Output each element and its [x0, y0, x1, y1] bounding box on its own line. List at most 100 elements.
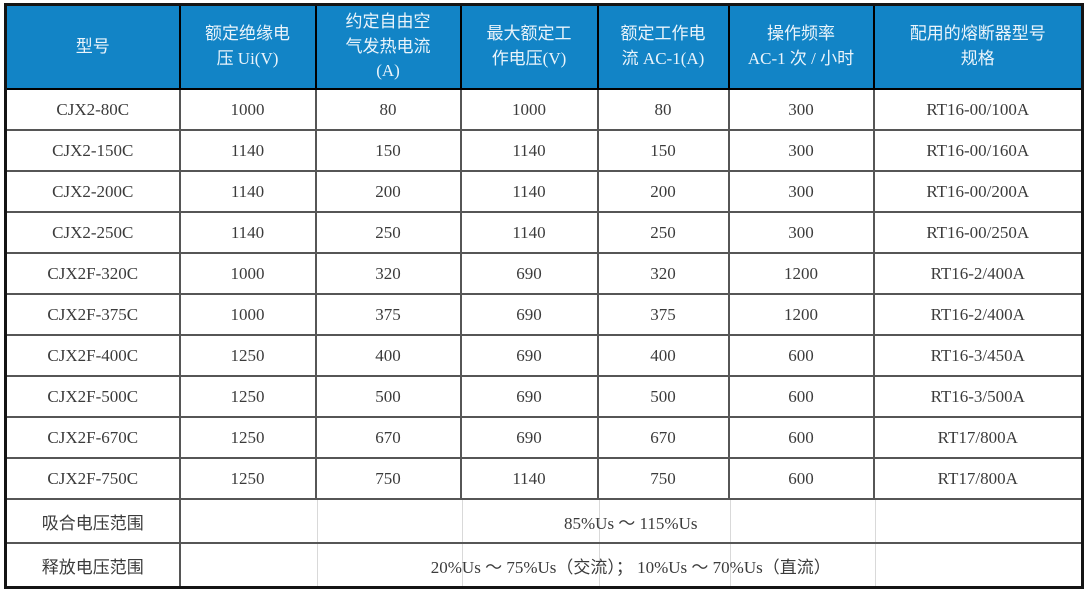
pickup-voltage-range-text: 85%Us ～ 115%Us	[564, 513, 698, 533]
max-rated-working-voltage-cell: 1140	[459, 170, 599, 213]
rated-insulation-voltage-cell: 1140	[178, 129, 317, 172]
conventional-free-air-thermal-current-cell: 750	[314, 457, 462, 500]
faint-gridline	[461, 501, 463, 541]
max-rated-working-voltage-cell: 1140	[459, 129, 599, 172]
rated-insulation-voltage-cell: 1250	[178, 416, 317, 459]
faint-gridline	[316, 501, 318, 541]
conventional-free-air-thermal-current-cell: 500	[314, 375, 462, 418]
rated-insulation-voltage-cell: 1140	[178, 170, 317, 213]
operating-frequency-cell: 600	[727, 457, 875, 500]
operating-frequency-cell: 300	[727, 88, 875, 131]
faint-gridline	[316, 544, 318, 586]
matching-fuse-spec-cell: RT16-3/450A	[872, 334, 1084, 377]
operating-frequency-cell: 1200	[727, 293, 875, 336]
matching-fuse-spec-cell: RT17/800A	[872, 416, 1084, 459]
faint-gridline	[598, 501, 600, 541]
max-rated-working-voltage-cell: 690	[459, 375, 599, 418]
rated-insulation-voltage-cell: 1250	[178, 457, 317, 500]
model-cell: CJX2-200C	[4, 170, 181, 213]
matching-fuse-spec-cell: RT16-2/400A	[872, 252, 1084, 295]
conventional-free-air-thermal-current-cell: 670	[314, 416, 462, 459]
table-row: CJX2-80C 1000 80 1000 80 300 RT16-00/100A	[4, 88, 1084, 131]
pickup-voltage-range-row: 吸合电压范围 85%Us ～ 115%Us	[4, 498, 1084, 544]
operating-frequency-cell: 300	[727, 170, 875, 213]
rated-insulation-voltage-cell: 1000	[178, 88, 317, 131]
table-row: CJX2F-670C 1250 670 690 670 600 RT17/800A	[4, 416, 1084, 459]
model-cell: CJX2F-670C	[4, 416, 181, 459]
matching-fuse-spec-cell: RT16-2/400A	[872, 293, 1084, 336]
rated-working-current-ac1-cell: 200	[596, 170, 730, 213]
header-row: 型号 额定绝缘电 压 Ui(V) 约定自由空 气发热电流 (A) 最大额定工 作…	[4, 3, 1084, 90]
model-cell: CJX2F-375C	[4, 293, 181, 336]
rated-working-current-ac1-cell: 500	[596, 375, 730, 418]
matching-fuse-spec-cell: RT16-00/250A	[872, 211, 1084, 254]
col-header-rated-insulation-voltage: 额定绝缘电 压 Ui(V)	[178, 3, 317, 90]
faint-gridline	[874, 544, 876, 586]
pickup-voltage-range-label: 吸合电压范围	[4, 498, 181, 544]
rated-working-current-ac1-cell: 750	[596, 457, 730, 500]
max-rated-working-voltage-cell: 690	[459, 293, 599, 336]
max-rated-working-voltage-cell: 1000	[459, 88, 599, 131]
conventional-free-air-thermal-current-cell: 250	[314, 211, 462, 254]
faint-gridline	[729, 544, 731, 586]
matching-fuse-spec-cell: RT16-3/500A	[872, 375, 1084, 418]
table-row: CJX2-250C 1140 250 1140 250 300 RT16-00/250A	[4, 211, 1084, 254]
matching-fuse-spec-cell: RT16-00/160A	[872, 129, 1084, 172]
faint-gridline	[461, 544, 463, 586]
table-row: CJX2F-320C 1000 320 690 320 1200 RT16-2/400A	[4, 252, 1084, 295]
model-cell: CJX2-150C	[4, 129, 181, 172]
max-rated-working-voltage-cell: 690	[459, 252, 599, 295]
operating-frequency-cell: 300	[727, 129, 875, 172]
model-cell: CJX2F-500C	[4, 375, 181, 418]
operating-frequency-cell: 600	[727, 416, 875, 459]
rated-working-current-ac1-cell: 250	[596, 211, 730, 254]
table-row: CJX2-150C 1140 150 1140 150 300 RT16-00/160A	[4, 129, 1084, 172]
col-header-rated-working-current-ac1: 额定工作电 流 AC-1(A)	[596, 3, 730, 90]
rated-working-current-ac1-cell: 670	[596, 416, 730, 459]
faint-gridline	[874, 501, 876, 541]
model-cell: CJX2F-320C	[4, 252, 181, 295]
table-row: CJX2F-400C 1250 400 690 400 600 RT16-3/450A	[4, 334, 1084, 377]
max-rated-working-voltage-cell: 1140	[459, 211, 599, 254]
matching-fuse-spec-cell: RT16-00/200A	[872, 170, 1084, 213]
conventional-free-air-thermal-current-cell: 150	[314, 129, 462, 172]
model-cell: CJX2F-750C	[4, 457, 181, 500]
release-voltage-range-text: 20%Us ～ 75%Us（交流）； 10%Us ～ 70%Us（直流）	[430, 557, 831, 577]
max-rated-working-voltage-cell: 690	[459, 334, 599, 377]
conventional-free-air-thermal-current-cell: 200	[314, 170, 462, 213]
col-header-model: 型号	[4, 3, 181, 90]
col-header-matching-fuse-spec: 配用的熔断器型号 规格	[872, 3, 1084, 90]
col-header-conventional-free-air-thermal-current: 约定自由空 气发热电流 (A)	[314, 3, 462, 90]
release-voltage-range-row: 释放电压范围 20%Us ～ 75%Us（交流）； 10%Us ～ 70%Us（…	[4, 542, 1084, 589]
table-row: CJX2F-750C 1250 750 1140 750 600 RT17/800A	[4, 457, 1084, 500]
table-row: CJX2F-375C 1000 375 690 375 1200 RT16-2/400A	[4, 293, 1084, 336]
conventional-free-air-thermal-current-cell: 320	[314, 252, 462, 295]
table-row: CJX2F-500C 1250 500 690 500 600 RT16-3/500A	[4, 375, 1084, 418]
rated-insulation-voltage-cell: 1000	[178, 252, 317, 295]
model-cell: CJX2-250C	[4, 211, 181, 254]
operating-frequency-cell: 1200	[727, 252, 875, 295]
release-voltage-range-label: 释放电压范围	[4, 542, 181, 589]
conventional-free-air-thermal-current-cell: 375	[314, 293, 462, 336]
rated-insulation-voltage-cell: 1250	[178, 375, 317, 418]
rated-insulation-voltage-cell: 1140	[178, 211, 317, 254]
conventional-free-air-thermal-current-cell: 400	[314, 334, 462, 377]
rated-insulation-voltage-cell: 1000	[178, 293, 317, 336]
operating-frequency-cell: 300	[727, 211, 875, 254]
col-header-max-rated-working-voltage: 最大额定工 作电压(V)	[459, 3, 599, 90]
rated-working-current-ac1-cell: 80	[596, 88, 730, 131]
matching-fuse-spec-cell: RT16-00/100A	[872, 88, 1084, 131]
table-row: CJX2-200C 1140 200 1140 200 300 RT16-00/200A	[4, 170, 1084, 213]
rated-working-current-ac1-cell: 320	[596, 252, 730, 295]
model-cell: CJX2-80C	[4, 88, 181, 131]
contactor-spec-table: 型号 额定绝缘电 压 Ui(V) 约定自由空 气发热电流 (A) 最大额定工 作…	[4, 3, 1084, 589]
faint-gridline	[598, 544, 600, 586]
matching-fuse-spec-cell: RT17/800A	[872, 457, 1084, 500]
operating-frequency-cell: 600	[727, 375, 875, 418]
max-rated-working-voltage-cell: 1140	[459, 457, 599, 500]
rated-working-current-ac1-cell: 375	[596, 293, 730, 336]
rated-insulation-voltage-cell: 1250	[178, 334, 317, 377]
faint-gridline	[729, 501, 731, 541]
rated-working-current-ac1-cell: 400	[596, 334, 730, 377]
